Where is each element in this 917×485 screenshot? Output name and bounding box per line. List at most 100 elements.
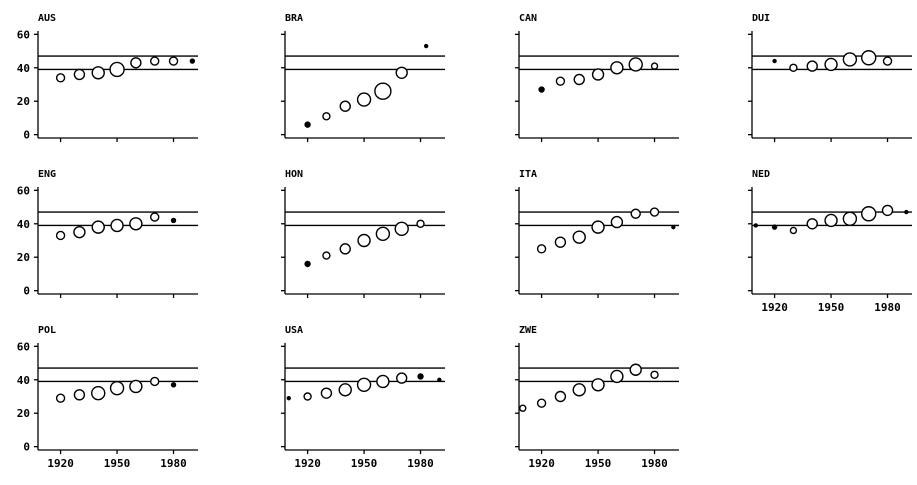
panel-hon: HON	[281, 169, 445, 298]
y-tick-label: 60	[17, 28, 30, 41]
x-tick-label: 1920	[528, 457, 555, 470]
data-point	[591, 68, 605, 81]
data-point	[630, 208, 641, 219]
data-point	[573, 73, 585, 86]
panel-title: ITA	[519, 169, 537, 180]
data-point	[554, 390, 567, 403]
data-point	[671, 224, 676, 230]
data-point	[650, 370, 659, 379]
data-point	[322, 251, 331, 260]
y-tick-label: 40	[17, 218, 30, 231]
panel-title: DUI	[752, 13, 770, 24]
x-tick-label: 1920	[47, 457, 74, 470]
panel-title: USA	[285, 325, 303, 336]
data-point	[304, 121, 311, 128]
data-point	[789, 63, 798, 72]
panel-dui: DUI	[748, 13, 912, 142]
y-tick-label: 60	[17, 184, 30, 197]
data-point	[129, 379, 143, 394]
data-point	[322, 112, 331, 121]
data-point	[374, 82, 392, 100]
data-point	[150, 56, 160, 66]
data-point	[842, 211, 858, 226]
data-point	[110, 218, 124, 233]
data-point	[861, 206, 877, 222]
data-point	[304, 260, 311, 268]
data-point	[109, 61, 125, 78]
data-point	[881, 204, 894, 217]
data-point	[536, 398, 547, 408]
y-tick-label: 20	[17, 407, 30, 420]
data-point	[339, 243, 351, 255]
panel-can: CAN	[515, 13, 679, 142]
data-point	[610, 369, 624, 384]
y-tick-label: 20	[17, 95, 30, 108]
y-tick-label: 40	[17, 62, 30, 75]
data-point	[649, 207, 660, 217]
data-point	[55, 230, 66, 241]
x-tick-label: 1950	[818, 301, 845, 314]
y-tick-label: 0	[23, 129, 30, 142]
panel-title: AUS	[38, 13, 56, 24]
panel-title: NED	[752, 169, 770, 180]
panel-bra: BRA	[281, 13, 445, 142]
data-point	[150, 376, 160, 387]
data-point	[73, 68, 86, 81]
y-tick-label: 0	[23, 441, 30, 454]
data-point	[824, 213, 838, 228]
data-point	[536, 244, 547, 254]
data-point	[538, 86, 545, 93]
data-point	[150, 212, 160, 222]
data-point	[650, 62, 659, 70]
data-point	[610, 61, 624, 75]
data-point	[357, 233, 371, 248]
panel-title: ENG	[38, 169, 56, 180]
data-point	[554, 236, 567, 248]
x-tick-label: 1920	[294, 457, 321, 470]
data-point	[375, 226, 391, 242]
y-tick-label: 0	[23, 285, 30, 298]
data-point	[806, 218, 818, 230]
data-point	[73, 225, 86, 239]
data-point	[395, 66, 408, 79]
data-point	[303, 392, 312, 401]
data-point	[519, 404, 527, 412]
data-point	[806, 60, 818, 72]
data-point	[339, 100, 351, 112]
panel-ned: NED 1920 1950 1980	[748, 169, 912, 314]
data-point	[286, 395, 291, 401]
data-point	[129, 217, 143, 231]
data-point	[861, 50, 877, 66]
data-point	[572, 230, 586, 244]
data-point	[394, 221, 409, 236]
data-point	[882, 56, 893, 66]
data-point	[91, 385, 106, 401]
x-tick-label: 1980	[641, 457, 668, 470]
y-tick-label: 60	[17, 340, 30, 353]
data-point	[423, 43, 429, 49]
data-point	[904, 209, 909, 215]
data-point	[170, 217, 177, 224]
data-point	[91, 220, 105, 234]
data-point	[591, 378, 605, 392]
x-tick-label: 1920	[761, 301, 788, 314]
data-point	[628, 57, 643, 72]
data-point	[610, 215, 624, 229]
x-tick-label: 1950	[585, 457, 612, 470]
panel-eng: ENG 0 20 40 60	[17, 169, 198, 298]
data-point	[356, 377, 372, 392]
data-point	[338, 383, 352, 397]
data-point	[168, 56, 179, 66]
y-tick-label: 20	[17, 251, 30, 264]
data-point	[55, 393, 66, 403]
panel-title: POL	[38, 325, 56, 336]
data-point	[170, 382, 177, 388]
panel-pol: POL 0 20 40 60 1920 1950 1980	[17, 325, 198, 470]
panel-title: HON	[285, 169, 303, 180]
x-tick-label: 1950	[104, 457, 131, 470]
panel-zwe: ZWE 1920 1950 1980	[515, 325, 679, 470]
data-point	[417, 373, 424, 380]
panel-title: CAN	[519, 13, 537, 24]
data-point	[572, 383, 586, 397]
